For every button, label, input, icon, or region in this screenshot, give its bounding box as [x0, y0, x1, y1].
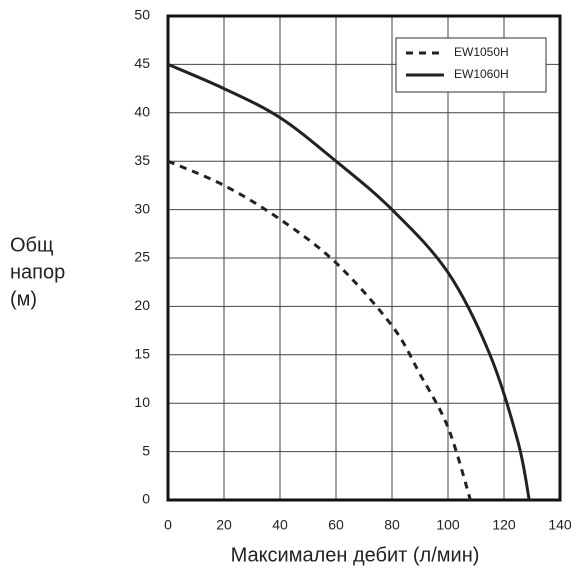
x-tick-label: 20	[216, 517, 232, 533]
x-axis-label: Максимален дебит (л/мин)	[231, 544, 480, 566]
y-tick-label: 20	[134, 297, 150, 313]
plot-frame	[166, 14, 562, 502]
x-tick-label: 140	[548, 517, 572, 533]
series-line	[167, 159, 472, 501]
y-tick-label: 10	[134, 394, 150, 410]
y-tick-label: 50	[134, 7, 150, 23]
y-tick-label: 30	[134, 200, 150, 216]
series-line	[167, 63, 531, 501]
y-tick-label: 25	[134, 249, 150, 265]
legend-box	[395, 37, 547, 93]
legend-label: EW1060H	[454, 67, 509, 81]
y-axis-label: Общ	[10, 234, 53, 256]
x-tick-label: 60	[328, 517, 344, 533]
x-tick-label: 100	[436, 517, 460, 533]
y-axis-label: напор	[10, 261, 65, 283]
y-tick-label: 40	[134, 104, 150, 120]
x-tick-label: 80	[384, 517, 400, 533]
y-tick-label: 35	[134, 152, 150, 168]
y-tick-label: 15	[134, 346, 150, 362]
x-tick-label: 40	[272, 517, 288, 533]
y-tick-label: 0	[142, 491, 150, 507]
y-axis-label: (м)	[10, 288, 37, 310]
x-tick-label: 120	[492, 517, 516, 533]
legend-label: EW1050H	[454, 45, 509, 59]
x-tick-label: 0	[164, 517, 172, 533]
y-tick-label: 45	[134, 55, 150, 71]
y-tick-label: 5	[142, 442, 150, 458]
